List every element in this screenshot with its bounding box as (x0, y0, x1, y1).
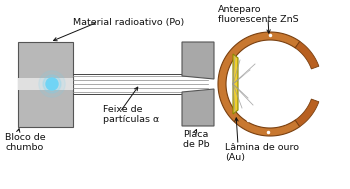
Polygon shape (295, 99, 319, 127)
Circle shape (39, 71, 65, 97)
Circle shape (43, 75, 61, 93)
Polygon shape (182, 42, 214, 79)
Polygon shape (233, 54, 238, 114)
Text: Feixe de
partículas α: Feixe de partículas α (103, 105, 159, 124)
Polygon shape (295, 41, 319, 69)
Polygon shape (218, 32, 300, 136)
Text: Anteparo
fluorescente ZnS: Anteparo fluorescente ZnS (218, 5, 299, 24)
Text: Placa
de Pb: Placa de Pb (183, 130, 210, 149)
Bar (18, 42, 73, 127)
Text: Bloco de
chumbo: Bloco de chumbo (5, 133, 46, 152)
Polygon shape (182, 89, 214, 126)
Circle shape (248, 77, 262, 91)
Circle shape (246, 75, 264, 93)
Circle shape (241, 70, 269, 98)
Text: Lâmina de ouro
(Au): Lâmina de ouro (Au) (225, 143, 299, 162)
Circle shape (46, 78, 58, 90)
Text: Material radioativo (Po): Material radioativo (Po) (73, 18, 184, 27)
Bar (18, 78, 73, 90)
